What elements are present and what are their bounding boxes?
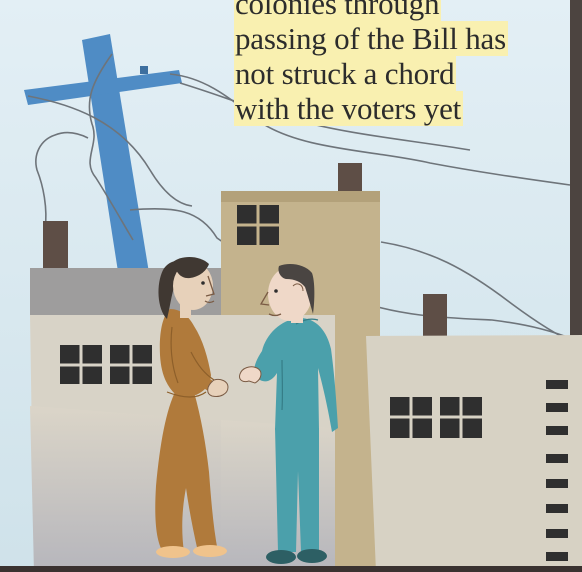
caption-line-text: passing of the Bill has	[234, 21, 508, 56]
caption-line: not struck a chord	[234, 56, 457, 91]
ground-line	[0, 566, 582, 572]
right-side-vents	[546, 380, 568, 561]
caption: colonies through passing of the Bill has…	[234, 0, 564, 126]
left-window-2	[110, 345, 152, 384]
right-window-1	[390, 397, 432, 438]
utility-pole	[24, 34, 576, 344]
woman-figure	[155, 256, 229, 558]
man-figure	[239, 264, 338, 564]
caption-line: passing of the Bill has	[234, 21, 508, 56]
building-right	[366, 294, 582, 572]
middle-window	[237, 205, 279, 245]
caption-line: with the voters yet	[234, 91, 464, 126]
caption-line: colonies through	[234, 0, 442, 21]
caption-line-text: not struck a chord	[234, 56, 457, 91]
caption-line-text: with the voters yet	[234, 91, 464, 126]
left-window-1	[60, 345, 102, 384]
caption-line-text: colonies through	[234, 0, 442, 21]
right-window-2	[440, 397, 482, 438]
